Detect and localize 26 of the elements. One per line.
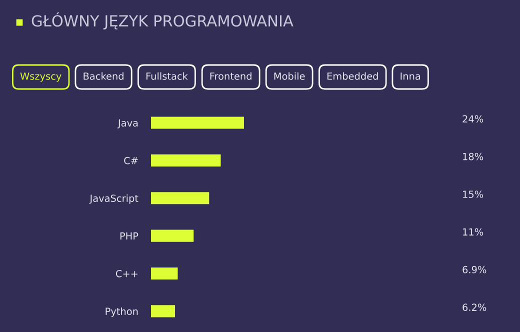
bar (151, 154, 221, 166)
bar (151, 116, 244, 129)
chart-title: GŁÓWNY JĘZYK PROGRAMOWANIA (32, 12, 294, 30)
data-label: 18% (463, 152, 484, 160)
y-tick-label: C# (124, 156, 138, 164)
y-tick-label: Java (117, 119, 138, 128)
text: Embedded (327, 72, 378, 80)
text: Inna (400, 72, 420, 80)
bar (151, 192, 210, 204)
text: Fullstack (146, 72, 188, 80)
data-label: 11% (463, 228, 484, 236)
bar (151, 267, 178, 280)
data-label: 15% (463, 190, 484, 198)
y-tick-label: C++ (116, 270, 138, 278)
text: Wszyscy (20, 72, 62, 82)
bar (151, 230, 194, 242)
text: Mobile (274, 72, 305, 80)
y-tick-label: JavaScript (89, 194, 138, 204)
text: Frontend (210, 72, 252, 80)
y-tick-label: Python (106, 307, 138, 317)
data-label: 6.9% (462, 266, 486, 274)
text: Backend (84, 72, 124, 80)
y-tick-label: PHP (120, 232, 138, 240)
bar (151, 305, 176, 318)
data-label: 6.2% (462, 304, 486, 311)
data-label: 24% (462, 115, 484, 123)
